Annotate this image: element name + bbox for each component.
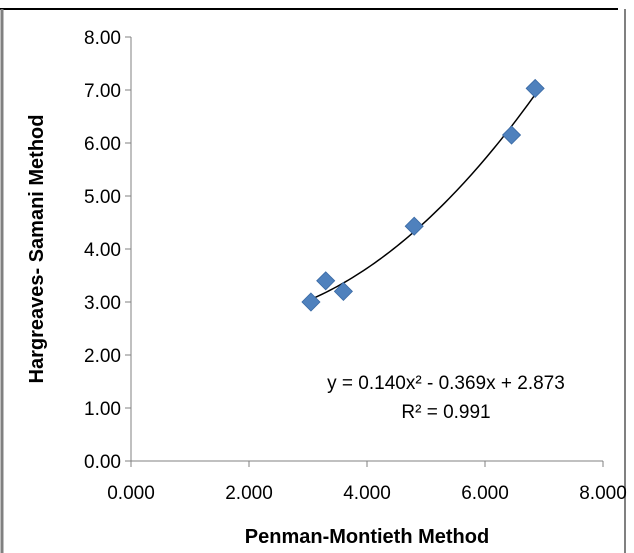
- y-axis-title: Hargreaves- Samani Method: [26, 115, 48, 384]
- data-point-diamond: [525, 78, 545, 98]
- y-tick-label: 8.00: [84, 28, 121, 49]
- y-tick-label: 1.00: [84, 399, 121, 420]
- x-axis-title: Penman-Montieth Method: [245, 526, 489, 548]
- trendline: [310, 94, 536, 301]
- trendline-curve: [310, 94, 536, 301]
- y-tick-label: 2.00: [84, 346, 121, 367]
- data-points: [301, 78, 545, 312]
- y-tick-label: 3.00: [84, 293, 121, 314]
- x-tick-label: 6.000: [461, 483, 509, 504]
- x-tick-label: 8.000: [579, 483, 627, 504]
- data-point-diamond: [404, 216, 424, 236]
- data-point-diamond: [316, 271, 336, 291]
- y-axis-ticks: 0.00 1.00 2.00 3.00 4.00 5.00 6.00 7.00 8.00: [84, 28, 131, 473]
- y-tick-label: 0.00: [84, 452, 121, 473]
- x-axis-ticks: 0.000 2.000 4.000 6.000 8.000: [107, 461, 627, 504]
- x-tick-label: 2.000: [225, 483, 273, 504]
- trendline-equation: y = 0.140x² - 0.369x + 2.873: [327, 373, 565, 394]
- y-tick-label: 4.00: [84, 240, 121, 261]
- y-tick-label: 7.00: [84, 81, 121, 102]
- data-point-diamond: [301, 292, 321, 312]
- data-point-diamond: [501, 125, 522, 145]
- data-point-diamond: [333, 281, 353, 301]
- x-tick-label: 0.000: [107, 483, 155, 504]
- r-squared-label: R² = 0.991: [401, 402, 490, 423]
- y-tick-label: 6.00: [84, 134, 121, 155]
- x-tick-label: 4.000: [343, 483, 391, 504]
- y-tick-label: 5.00: [84, 187, 121, 208]
